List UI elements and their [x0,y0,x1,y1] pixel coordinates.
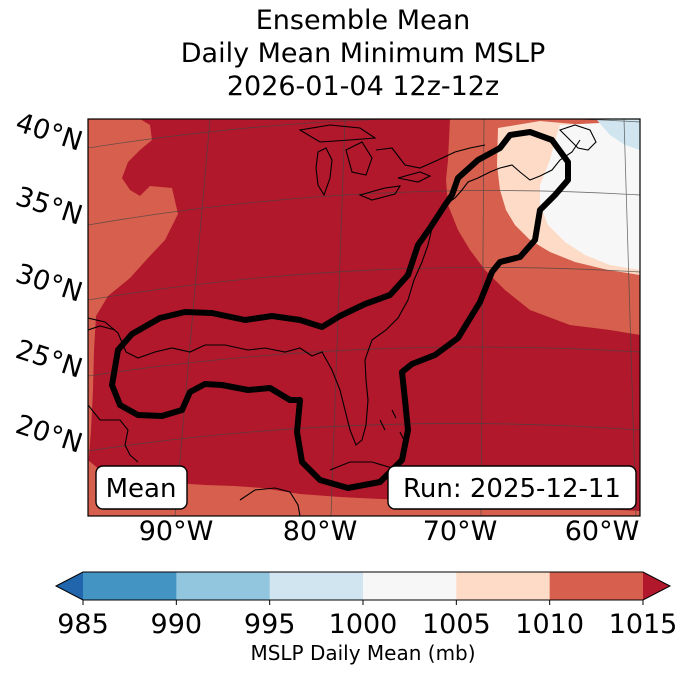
lat-label-25: 25°N [12,334,86,385]
coast-newfoundland [558,124,597,151]
map-panel [88,119,640,516]
lat-label-20: 20°N [12,409,86,460]
colorbar-segment-1005-1010 [456,572,551,600]
border-us-canada [375,144,486,169]
legend-run-box: Run: 2025-12-11 [387,465,637,510]
coast-great-lake-ontario [397,171,432,183]
colorbar-tick-label-1000: 1000 [329,609,398,640]
lat-labels: 40°N 35°N 30°N 25°N 20°N [12,107,86,460]
legend-mean-text: Mean [106,474,177,504]
legend-run-text: Run: 2025-12-11 [403,474,621,504]
coast-great-lake-huron [345,141,373,176]
colorbar-segment-1000-1005 [363,572,457,600]
field-western-land [88,119,178,470]
lon-label-60: 60°W [565,516,640,547]
chart-title-line-1: Ensemble Mean [255,5,471,36]
coast-mexico [88,404,139,463]
graticule-lon-90 [174,119,211,516]
chart-title-line-2: Daily Mean Minimum MSLP [180,38,546,69]
lon-label-70: 70°W [423,516,498,547]
coast-northeast [435,139,581,216]
colorbar [54,571,672,601]
legend-run-frame [387,465,637,510]
colorbar-tick-label-990: 990 [151,609,203,640]
graticule-lat-40 [88,119,640,149]
graticule-lat-25 [88,346,640,377]
colorbar-tick-label-1010: 1010 [515,609,584,640]
field-southern-caribbean [88,460,640,516]
chart-title-line-3: 2026-01-04 12z-12z [226,71,500,102]
legend-mean-frame [95,465,188,510]
colorbar-label: MSLP Daily Mean (mb) [250,641,475,665]
colorbar-extend-over [643,572,670,600]
border-us-mexico [88,325,116,331]
lat-label-35: 35°N [12,181,86,232]
graticule-lat-20 [88,423,640,452]
coast-yucatan [239,487,301,516]
coast-great-lake-erie [358,185,402,201]
colorbar-extend-under [56,572,83,600]
graticule-lat-30 [88,266,640,301]
lat-label-40: 40°N [12,107,86,158]
field-top-right-corner [596,119,640,150]
legend-mean-box: Mean [95,465,188,510]
colorbar-tick-label-995: 995 [244,609,296,640]
lat-label-30: 30°N [12,258,86,309]
lon-label-80: 80°W [283,516,358,547]
colorbar-segment-990-995 [176,572,271,600]
contour-outline [109,129,571,491]
map-frame [87,118,641,517]
graticule-lon-70 [480,119,485,516]
colorbar-tick-label-1015: 1015 [609,609,678,640]
colorbar-segment-985-990 [83,572,177,600]
colorbar-tick-label-1005: 1005 [422,609,491,640]
graticule-lon-60 [623,119,637,516]
colorbar-tick-label-985: 985 [57,609,109,640]
colorbar-ticks: 985 990 995 1000 1005 1010 1015 [57,600,677,640]
coast-great-lake-michigan [315,147,333,197]
colorbar-segment-995-1000 [269,572,364,600]
coast-great-lake-superior [298,124,377,143]
lon-labels: 90°W 80°W 70°W 60°W [139,516,640,547]
coastlines [88,124,597,516]
colorbar-segment-1010-1015 [549,572,644,600]
lon-label-90: 90°W [139,516,214,547]
coast-gulf [88,214,437,446]
